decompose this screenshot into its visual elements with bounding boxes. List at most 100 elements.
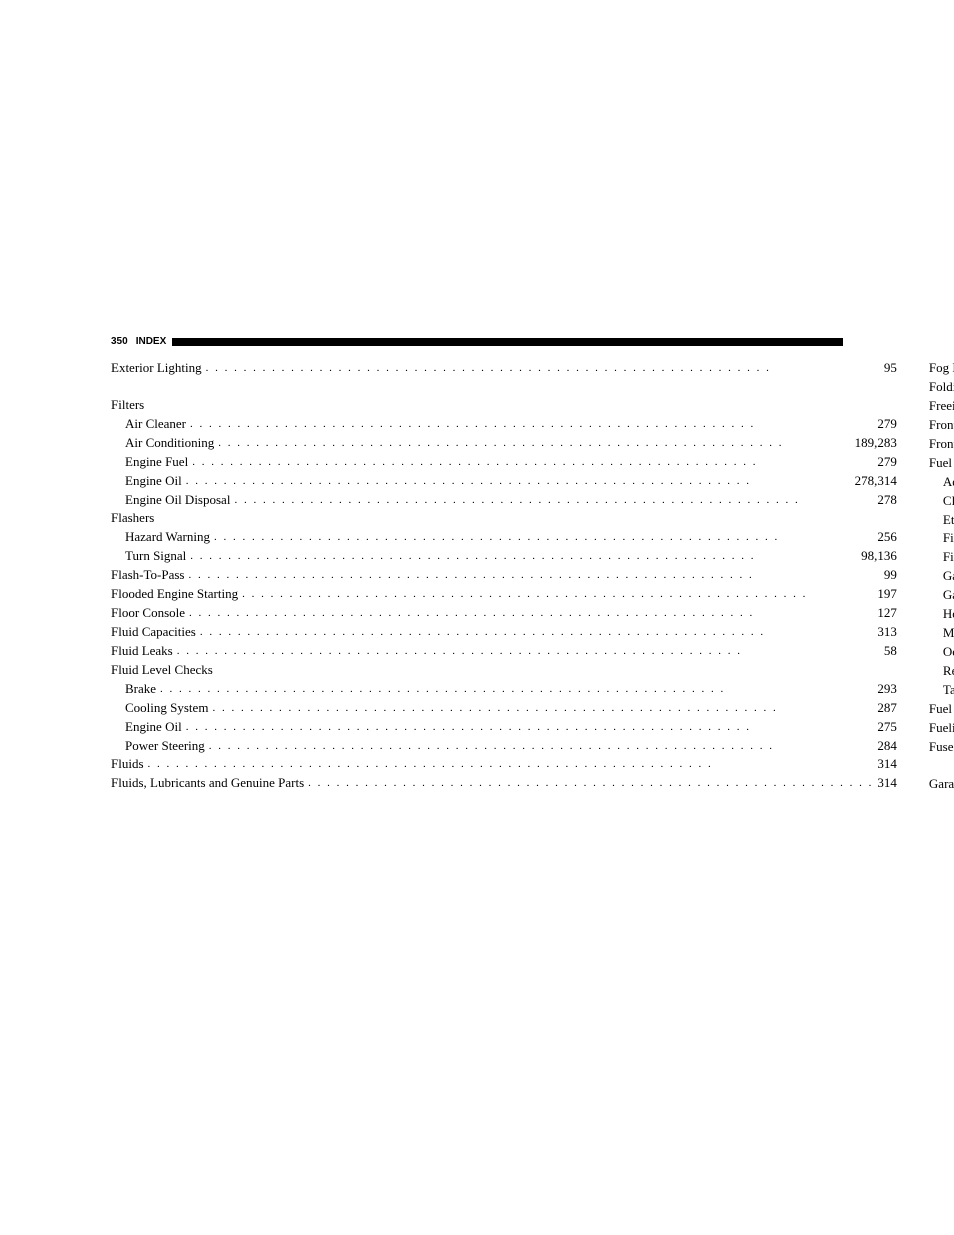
entry-page: 313 xyxy=(877,623,897,642)
entry-page: 279 xyxy=(877,415,897,434)
index-entry: Fuses300 xyxy=(929,738,954,757)
page-container: 350 INDEX Exterior Lighting95FiltersAir … xyxy=(0,0,954,794)
index-entry: Requirements246,313 xyxy=(929,662,954,681)
index-entry: Fluid Leaks58 xyxy=(111,642,897,661)
index-entry: Air Cleaner279 xyxy=(111,415,897,434)
index-entry: Turn Signal 98,136 xyxy=(111,547,897,566)
entry-label: Exterior Lighting xyxy=(111,359,202,378)
entry-label: Front Suspension Ball Joints xyxy=(929,416,954,435)
entry-label: Filler Cap (Gas Cap) xyxy=(943,529,954,548)
index-entry: Hazard Warning 256 xyxy=(111,528,897,547)
entry-label: Power Steering xyxy=(125,737,205,756)
entry-label: Cooling System xyxy=(125,699,208,718)
index-heading: Fluid Level Checks xyxy=(111,661,897,680)
entry-label: Hoses xyxy=(943,605,954,624)
dot-leader xyxy=(206,359,880,377)
index-entry: Power Steering 284 xyxy=(111,737,897,756)
entry-label: Turn Signal xyxy=(125,547,186,566)
entry-page: 98,136 xyxy=(861,547,897,566)
index-entry: Clean Air246 xyxy=(929,492,954,511)
entry-page: 314 xyxy=(877,755,897,774)
dot-leader xyxy=(148,755,874,773)
entry-label: Gauge xyxy=(943,586,954,605)
index-entry: Engine Oil 278,314 xyxy=(111,472,897,491)
entry-page: 99 xyxy=(884,566,897,585)
entry-page: 256 xyxy=(877,528,897,547)
index-entry: Fog Lights98,136 xyxy=(929,359,954,378)
dot-leader xyxy=(177,642,880,660)
index-entry: Gauge141 xyxy=(929,586,954,605)
index-entry: Floor Console 127 xyxy=(111,604,897,623)
entry-label: Hazard Warning xyxy=(125,528,210,547)
dot-leader xyxy=(186,472,851,490)
entry-label: Fuel System Caution xyxy=(929,700,954,719)
dot-leader xyxy=(212,699,873,717)
index-entry: Octane Rating246,314 xyxy=(929,643,954,662)
dot-leader xyxy=(190,547,857,565)
index-columns: Exterior Lighting95FiltersAir Cleaner279… xyxy=(111,359,843,794)
entry-label: Fueling xyxy=(929,719,954,738)
page-header: 350 INDEX xyxy=(111,336,843,347)
index-entry: Front Wheel Bearings295 xyxy=(929,435,954,454)
spacer xyxy=(111,378,897,396)
entry-label: Gasoline xyxy=(943,567,954,586)
index-entry: Fuel246 xyxy=(929,454,954,473)
entry-page: 287 xyxy=(877,699,897,718)
entry-label: Flooded Engine Starting xyxy=(111,585,238,604)
entry-page: 314 xyxy=(877,774,897,793)
index-entry: Gasoline246 xyxy=(929,567,954,586)
entry-label: Filter xyxy=(943,548,954,567)
entry-page: 278,314 xyxy=(855,472,897,491)
entry-page: 293 xyxy=(877,680,897,699)
entry-label: Air Conditioning xyxy=(125,434,214,453)
entry-label: Fog Lights xyxy=(929,359,954,378)
index-entry: Fuel System Caution250 xyxy=(929,700,954,719)
entry-page: 189,283 xyxy=(855,434,897,453)
entry-label: Fuses xyxy=(929,738,954,757)
left-column: Exterior Lighting95FiltersAir Cleaner279… xyxy=(111,359,897,794)
entry-label: Fuel xyxy=(929,454,952,473)
index-entry: Fluid Capacities313 xyxy=(111,623,897,642)
page-number: 350 xyxy=(111,336,128,347)
entry-label: Fluids, Lubricants and Genuine Parts xyxy=(111,774,304,793)
entry-page: 279 xyxy=(877,453,897,472)
dot-leader xyxy=(214,528,873,546)
entry-label: Garage Door Opener (HomeLink®) xyxy=(929,775,954,794)
entry-label: Engine Fuel xyxy=(125,453,188,472)
dot-leader xyxy=(234,491,873,509)
entry-page: 284 xyxy=(877,737,897,756)
index-entry: Hoses292 xyxy=(929,605,954,624)
entry-label: Brake xyxy=(125,680,156,699)
index-entry: Fluids, Lubricants and Genuine Parts 314 xyxy=(111,774,897,793)
entry-label: Floor Console xyxy=(111,604,185,623)
index-entry: Brake 293 xyxy=(111,680,897,699)
dot-leader xyxy=(188,566,879,584)
spacer xyxy=(929,757,954,775)
dot-leader xyxy=(209,737,874,755)
index-entry: Garage Door Opener (HomeLink®)116 xyxy=(929,775,954,794)
entry-label: Engine Oil xyxy=(125,472,182,491)
entry-page: 58 xyxy=(884,642,897,661)
entry-label: Clean Air xyxy=(943,492,954,511)
entry-label: Octane Rating xyxy=(943,643,954,662)
index-entry: Cooling System 287 xyxy=(111,699,897,718)
entry-label: Adding xyxy=(943,473,954,492)
entry-page: 197 xyxy=(877,585,897,604)
index-entry: Front Suspension Ball Joints284 xyxy=(929,416,954,435)
index-entry: Air Conditioning 189,283 xyxy=(111,434,897,453)
index-entry: Adding249 xyxy=(929,473,954,492)
dot-leader xyxy=(160,680,873,698)
entry-label: Methanol xyxy=(943,624,954,643)
index-entry: Fueling249 xyxy=(929,719,954,738)
entry-label: Engine Oil Disposal xyxy=(125,491,230,510)
entry-page: 127 xyxy=(877,604,897,623)
index-entry: Freeing A Stuck Vehicle265 xyxy=(929,397,954,416)
section-title: INDEX xyxy=(136,336,167,347)
header-bar xyxy=(172,338,843,346)
index-entry: Engine Oil275 xyxy=(111,718,897,737)
dot-leader xyxy=(189,604,873,622)
dot-leader xyxy=(190,415,873,433)
index-entry: Tank Capacity313 xyxy=(929,681,954,700)
entry-page: 278 xyxy=(877,491,897,510)
index-entry: Methanol247 xyxy=(929,624,954,643)
